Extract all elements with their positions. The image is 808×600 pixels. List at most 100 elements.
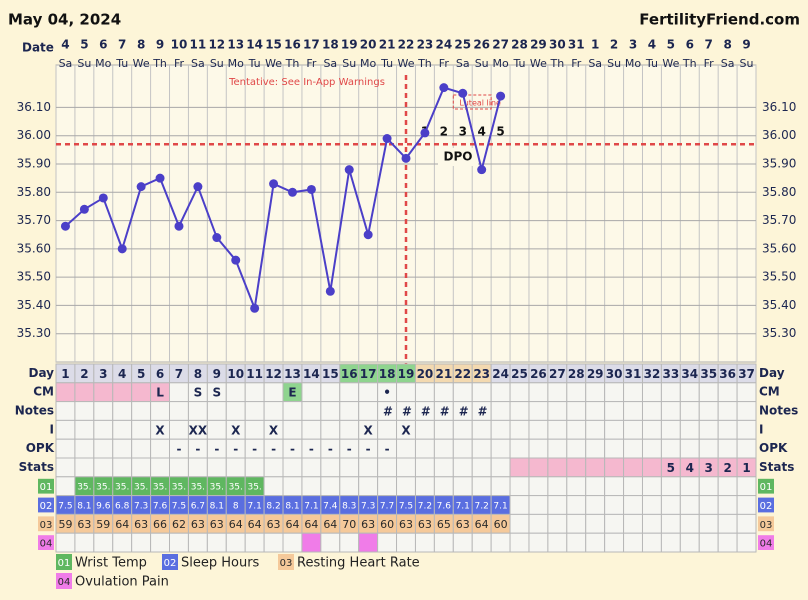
tracking-value: 63	[456, 518, 470, 531]
tracking-cell	[339, 476, 360, 497]
tracking-cell	[377, 476, 398, 497]
cm-cell	[169, 382, 189, 403]
weekday-label: Mo	[625, 57, 641, 70]
notes-cell	[169, 401, 189, 421]
tracking-cell	[604, 532, 625, 553]
notes-cell	[736, 401, 757, 421]
tracking-value: 7.5	[58, 502, 72, 512]
tracking-cell	[641, 495, 662, 515]
tracking-value: 35.	[77, 483, 91, 493]
tracking-cell	[55, 476, 76, 497]
y-tick-label-right: 35.60	[762, 241, 796, 255]
intercourse-cell	[433, 419, 454, 440]
intercourse-cell	[641, 419, 662, 440]
tracking-badge	[38, 516, 54, 532]
stats-cell	[585, 457, 606, 478]
opk-text: -	[214, 442, 219, 456]
temperature-point	[363, 230, 373, 240]
tracking-cell	[74, 532, 95, 553]
legend-badge	[56, 573, 72, 589]
stats-cell	[452, 457, 473, 478]
tracking-cell	[660, 476, 681, 497]
tracking-value: 59	[58, 518, 72, 531]
date-label: 25	[454, 38, 471, 52]
notes-cell	[74, 401, 95, 421]
intercourse-cell	[585, 419, 606, 440]
tracking-cell	[396, 476, 416, 497]
cm-text: •	[383, 386, 391, 400]
opk-text: -	[366, 442, 371, 456]
tracking-cell	[604, 495, 625, 515]
tracking-cell	[55, 532, 76, 553]
y-tick-label-right: 35.70	[762, 213, 796, 227]
tracking-value: 64	[304, 518, 318, 531]
day-number: 7	[175, 367, 183, 381]
temperature-point	[136, 182, 146, 192]
weekday-label: Su	[607, 57, 621, 70]
day-number: 23	[473, 367, 490, 381]
day-number: 11	[246, 367, 263, 381]
legend-code: 02	[164, 558, 177, 569]
day-number: 37	[738, 367, 755, 381]
notes-cell	[604, 401, 625, 421]
tracking-value: 60	[380, 518, 394, 531]
day-number: 27	[549, 367, 566, 381]
tracking-cell	[263, 532, 284, 553]
stats-cell	[547, 457, 568, 478]
cm-cell	[490, 382, 511, 403]
intercourse-cell	[414, 419, 435, 440]
temperature-point	[193, 182, 203, 192]
opk-cell	[396, 438, 416, 459]
cm-cell	[471, 382, 492, 403]
tracking-cell	[660, 495, 681, 515]
day-number: 34	[681, 367, 698, 381]
opk-cell	[736, 438, 757, 459]
tracking-value: 7.1	[456, 502, 470, 512]
legend-name: Ovulation Pain	[75, 575, 169, 590]
stats-cell	[641, 457, 662, 478]
tracking-cell	[490, 476, 511, 497]
y-tick-label: 35.60	[17, 241, 51, 255]
day-number: 36	[719, 367, 736, 381]
tracking-cell	[736, 476, 757, 497]
notes-cell	[244, 401, 265, 421]
date-label: 6	[686, 38, 694, 52]
weekday-label: Fr	[439, 57, 450, 70]
day-number: 21	[435, 367, 452, 381]
intercourse-cell	[717, 419, 738, 440]
stats-cell	[623, 457, 643, 478]
opk-cell	[509, 438, 530, 459]
tracking-value: 35.	[247, 483, 261, 493]
tracking-cell	[452, 532, 473, 553]
tracking-cell	[414, 532, 435, 553]
notes-cell	[509, 401, 530, 421]
day-number: 12	[265, 367, 282, 381]
tracking-cell	[225, 532, 246, 553]
row-label: Stats	[19, 460, 54, 474]
tracking-value: 64	[115, 518, 129, 531]
opk-text: -	[233, 442, 238, 456]
tracking-cell	[471, 532, 492, 553]
y-tick-label-right: 35.80	[762, 185, 796, 199]
day-number: 8	[194, 367, 202, 381]
tracking-value: 8.2	[266, 502, 280, 512]
weekday-label: Sa	[323, 57, 337, 70]
opk-cell	[131, 438, 152, 459]
tracking-cell	[547, 495, 568, 515]
tracking-value: 7.7	[380, 502, 394, 512]
y-tick-label: 36.00	[17, 128, 51, 142]
notes-cell	[93, 401, 114, 421]
stats-cell	[396, 457, 416, 478]
intercourse-cell	[452, 419, 473, 440]
dpo-number: 5	[496, 125, 504, 139]
day-number: 18	[379, 367, 396, 381]
opk-cell	[585, 438, 606, 459]
stats-cell	[528, 457, 549, 478]
tracking-value: 62	[172, 518, 186, 531]
tracking-value: 35.	[134, 483, 148, 493]
temperature-point	[117, 244, 127, 254]
temperature-point	[439, 83, 449, 93]
opk-text: -	[195, 442, 200, 456]
tracking-cell	[698, 495, 719, 515]
notes-cell	[112, 401, 133, 421]
